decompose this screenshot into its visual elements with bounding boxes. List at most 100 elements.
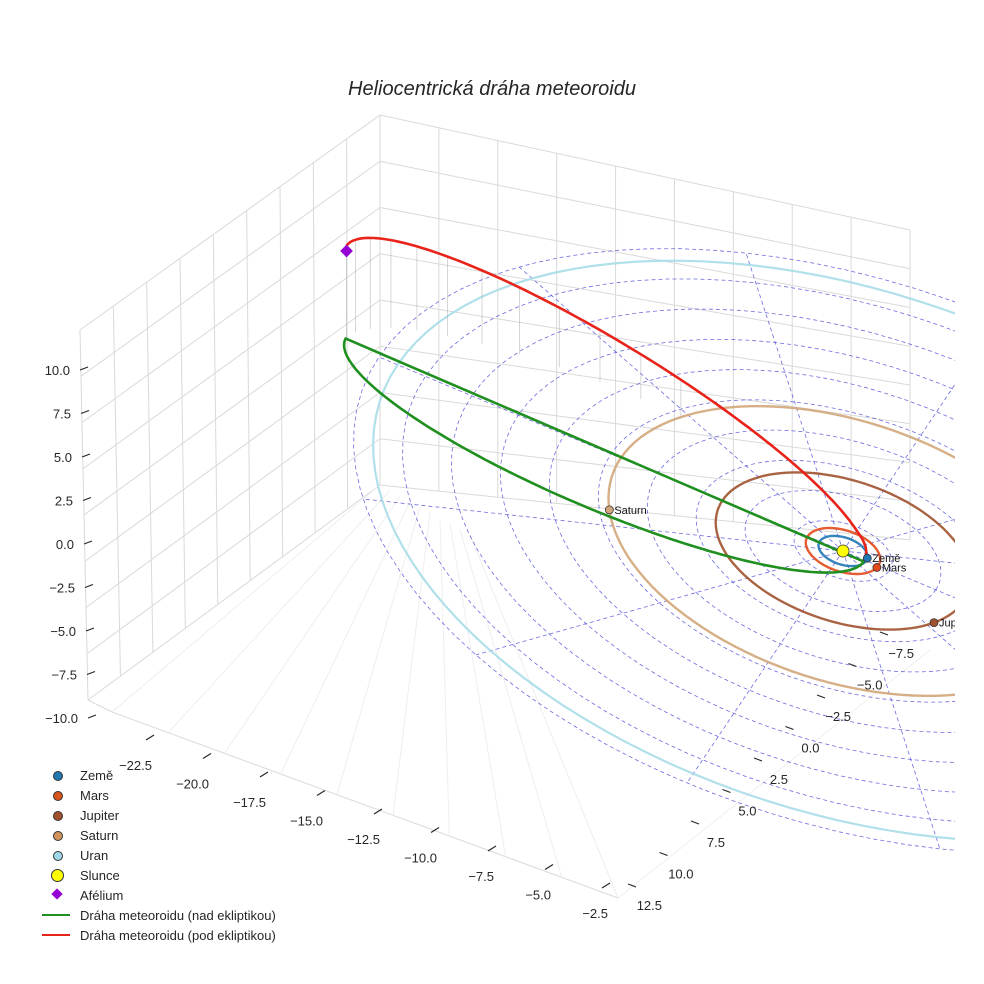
ecliptic-circle [597,399,955,703]
y-tick-label: 10.0 [668,867,693,882]
legend-swatch [40,845,74,865]
x-tick-mark [601,882,611,889]
y-tick-label: 7.5 [707,835,725,850]
grid-line-x [212,234,219,605]
floor-grid-line [336,507,421,795]
legend-label: Afélium [80,887,124,903]
planet-jupiter [929,618,939,628]
legend-label: Dráha meteoroidu (pod ekliptikou) [80,927,276,943]
aphelion-marker [340,244,353,258]
orbit-uran [371,259,955,840]
y-tick-label: −7.5 [888,646,914,661]
x-tick-mark [145,734,155,741]
legend-item: Saturn [40,825,276,845]
legend-marker [53,791,63,801]
z-tick-mark [87,714,97,719]
grid-line-x [112,306,121,677]
legend-swatch [40,825,74,845]
y-tick-mark [879,631,889,636]
y-tick-label: −2.5 [825,709,851,724]
grid-line-x [346,138,349,509]
grid-line-z [82,253,381,470]
grid-line-z [379,299,911,386]
grid-line-z [379,438,911,502]
legend-item: Země [40,765,276,785]
grid-line-z [379,114,911,231]
z-tick-mark [82,496,92,502]
x-tick-mark [544,863,554,871]
x-tick-label: −20.0 [176,777,209,792]
x-tick-label: −10.0 [404,851,437,866]
chart-title: Heliocentrická dráha meteoroidu [348,78,636,100]
floor-edge [111,711,619,899]
legend-label: Jupiter [80,807,120,823]
grid-line-z [379,253,911,347]
z-tick-label: 5.0 [54,450,72,465]
legend-item: Uran [40,845,276,865]
sun-marker [836,544,850,558]
ecliptic-spoke [842,383,955,552]
z-tick-mark [84,583,94,589]
legend-marker [53,851,63,861]
z-tick-label: 7.5 [53,407,71,422]
legend-label: Saturn [80,827,119,843]
floor-grid-line [392,512,431,816]
legend-swatch [40,805,74,825]
legend-marker [42,914,70,916]
legend-item: Jupiter [40,805,276,825]
legend-marker [53,771,63,781]
legend-item: Slunce [40,865,276,885]
planet-label-země: Země [872,553,900,565]
grid-line-x [279,186,284,557]
y-tick-mark [816,694,826,699]
x-tick-mark [487,845,497,852]
x-tick-mark [202,752,212,760]
legend-label: Mars [80,787,109,803]
ecliptic-spoke [842,550,941,850]
legend-marker [53,811,63,821]
planet-mars [872,563,882,572]
x-tick-label: −17.5 [233,795,266,810]
grid-line-z [86,438,381,655]
grid-line-x [79,329,89,701]
planet-label-saturn: Saturn [614,505,646,517]
grid-line-z [379,207,911,308]
y-tick-mark [659,851,668,857]
z-tick-label: 10.0 [45,363,70,378]
z-tick-mark [83,540,93,545]
planet-země [862,553,872,563]
ecliptic-spoke [842,550,955,650]
ecliptic-circle [402,278,955,822]
ecliptic-spoke [745,252,844,552]
ecliptic-spoke [475,550,844,656]
grid-line-z [379,484,911,541]
z-tick-label: −2.5 [49,581,75,596]
x-tick-mark [316,789,326,797]
legend-item: Mars [40,785,276,805]
meteoroid-path [342,236,868,574]
z-tick-mark [81,453,91,458]
y-tick-label: −5.0 [857,678,883,693]
legend-label: Dráha meteoroidu (nad ekliptikou) [80,907,276,923]
z-tick-label: −10.0 [45,711,78,726]
y-tick-mark [753,757,763,762]
floor-edge [87,699,113,713]
legend-label: Slunce [80,867,120,883]
ecliptic-circle [646,429,955,673]
grid-line-x [312,162,316,533]
legend-marker [51,888,63,900]
floor-grid-line [167,490,391,734]
grid-line-z [85,392,381,608]
legend-swatch [40,885,74,905]
grid-line-x [179,258,186,629]
grid-line-z [379,392,911,463]
legend-item: Dráha meteoroidu (nad ekliptikou) [40,905,276,925]
floor-grid-line [439,518,450,837]
y-tick-label: 2.5 [770,772,788,787]
floor-grid-line [459,529,563,878]
x-tick-mark [373,808,383,815]
ecliptic-spoke [842,550,955,564]
legend-swatch [40,865,74,885]
z-tick-mark [85,627,95,632]
